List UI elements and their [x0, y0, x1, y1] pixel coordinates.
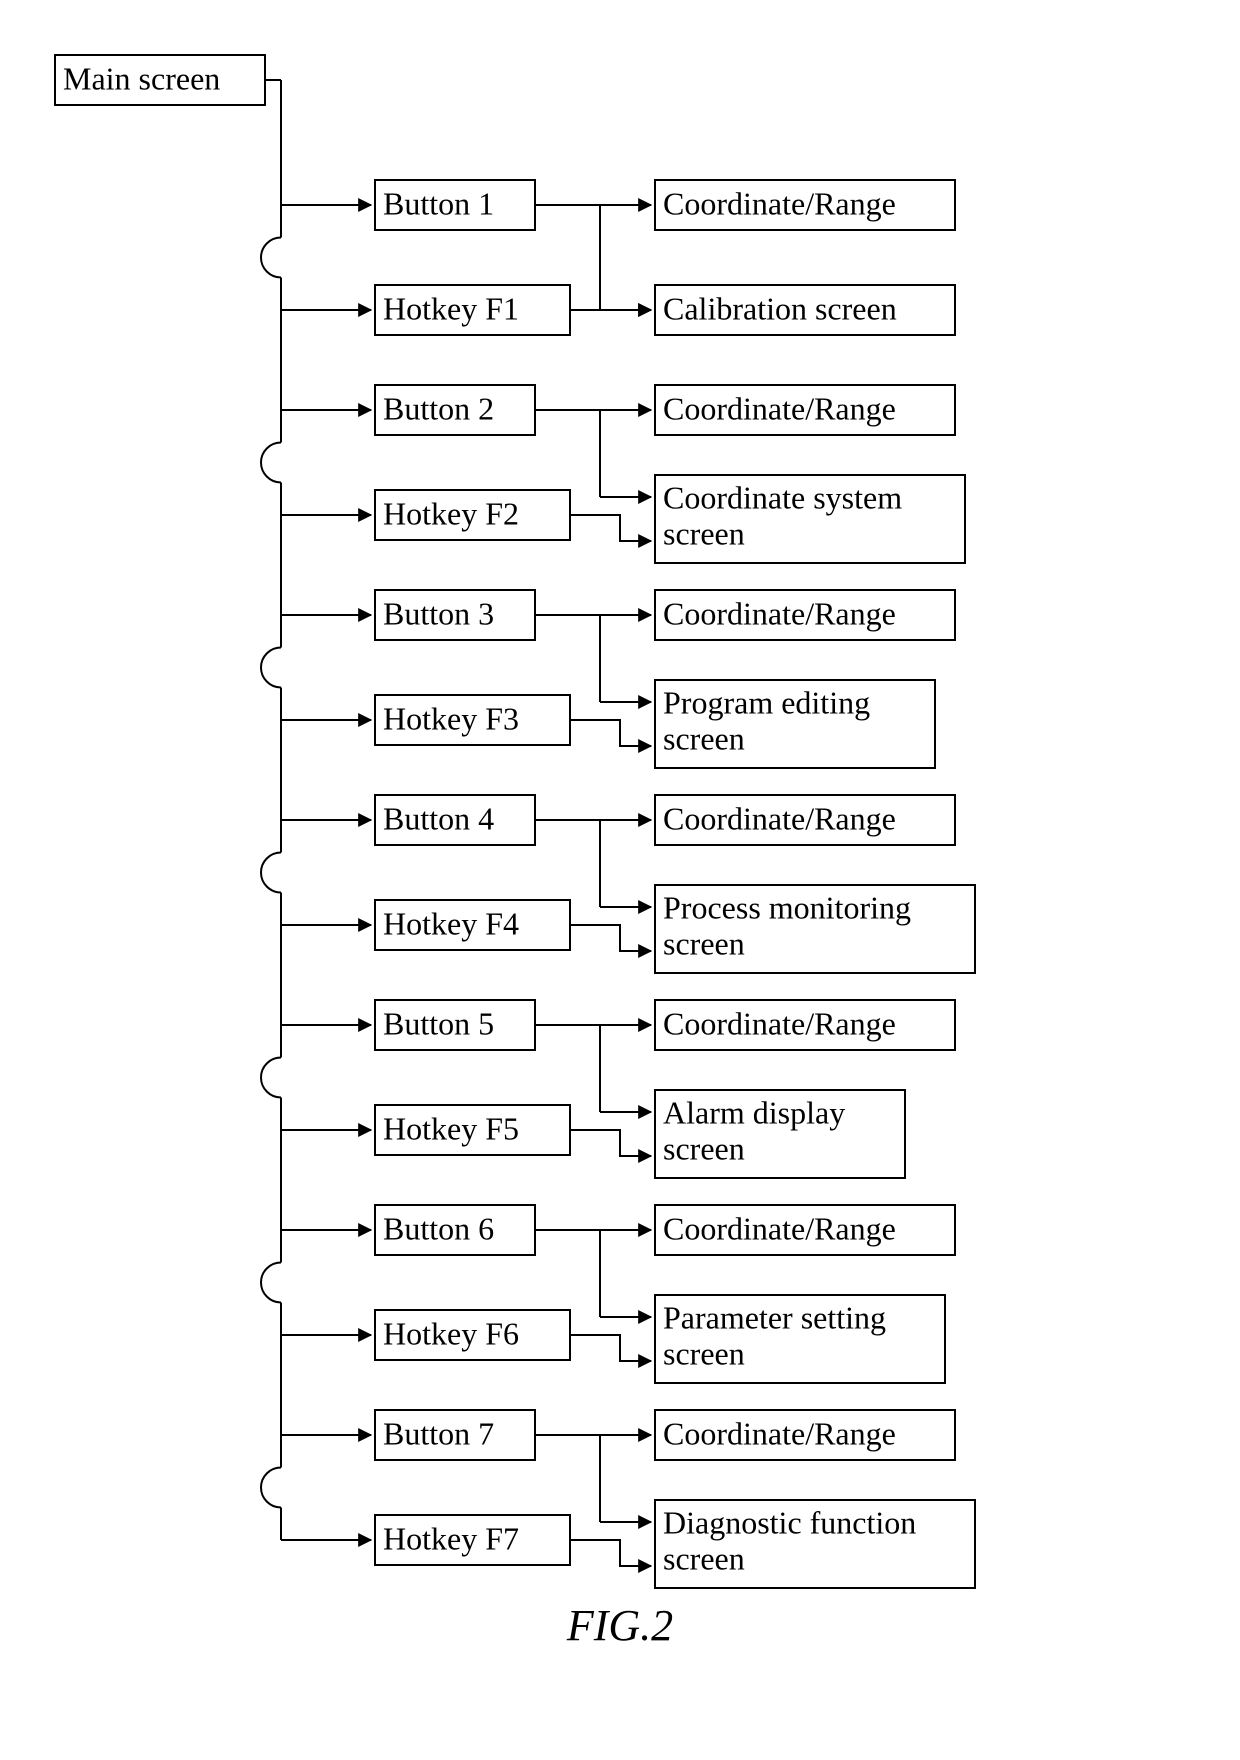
screen-7-label2: screen [663, 1540, 745, 1576]
screen-6-label: Parameter setting [663, 1299, 886, 1335]
coord-range-3-label: Coordinate/Range [663, 595, 896, 631]
screen-3-label: Program editing [663, 684, 870, 720]
hotkey-f6-label: Hotkey F6 [383, 1315, 519, 1351]
figure-caption: FIG.2 [566, 1601, 673, 1650]
screen-4-label2: screen [663, 925, 745, 961]
screen-6-label2: screen [663, 1335, 745, 1371]
screen-2-label2: screen [663, 515, 745, 551]
button-4-label: Button 4 [383, 800, 494, 836]
screen-1-label: Calibration screen [663, 290, 897, 326]
button-7-label: Button 7 [383, 1415, 494, 1451]
root-main-screen-label: Main screen [63, 60, 220, 96]
hotkey-f4-label: Hotkey F4 [383, 905, 519, 941]
hotkey-f5-label: Hotkey F5 [383, 1110, 519, 1146]
screen-4-label: Process monitoring [663, 889, 911, 925]
button-6-label: Button 6 [383, 1210, 494, 1246]
coord-range-7-label: Coordinate/Range [663, 1415, 896, 1451]
hotkey-f3-label: Hotkey F3 [383, 700, 519, 736]
hotkey-f7-label: Hotkey F7 [383, 1520, 519, 1556]
button-2-label: Button 2 [383, 390, 494, 426]
coord-range-1-label: Coordinate/Range [663, 185, 896, 221]
coord-range-5-label: Coordinate/Range [663, 1005, 896, 1041]
screen-2-label: Coordinate system [663, 479, 902, 515]
coord-range-6-label: Coordinate/Range [663, 1210, 896, 1246]
screen-5-label2: screen [663, 1130, 745, 1166]
button-1-label: Button 1 [383, 185, 494, 221]
hotkey-f1-label: Hotkey F1 [383, 290, 519, 326]
screen-5-label: Alarm display [663, 1094, 845, 1130]
button-3-label: Button 3 [383, 595, 494, 631]
coord-range-2-label: Coordinate/Range [663, 390, 896, 426]
coord-range-4-label: Coordinate/Range [663, 800, 896, 836]
screen-3-label2: screen [663, 720, 745, 756]
hotkey-f2-label: Hotkey F2 [383, 495, 519, 531]
button-5-label: Button 5 [383, 1005, 494, 1041]
screen-7-label: Diagnostic function [663, 1504, 916, 1540]
